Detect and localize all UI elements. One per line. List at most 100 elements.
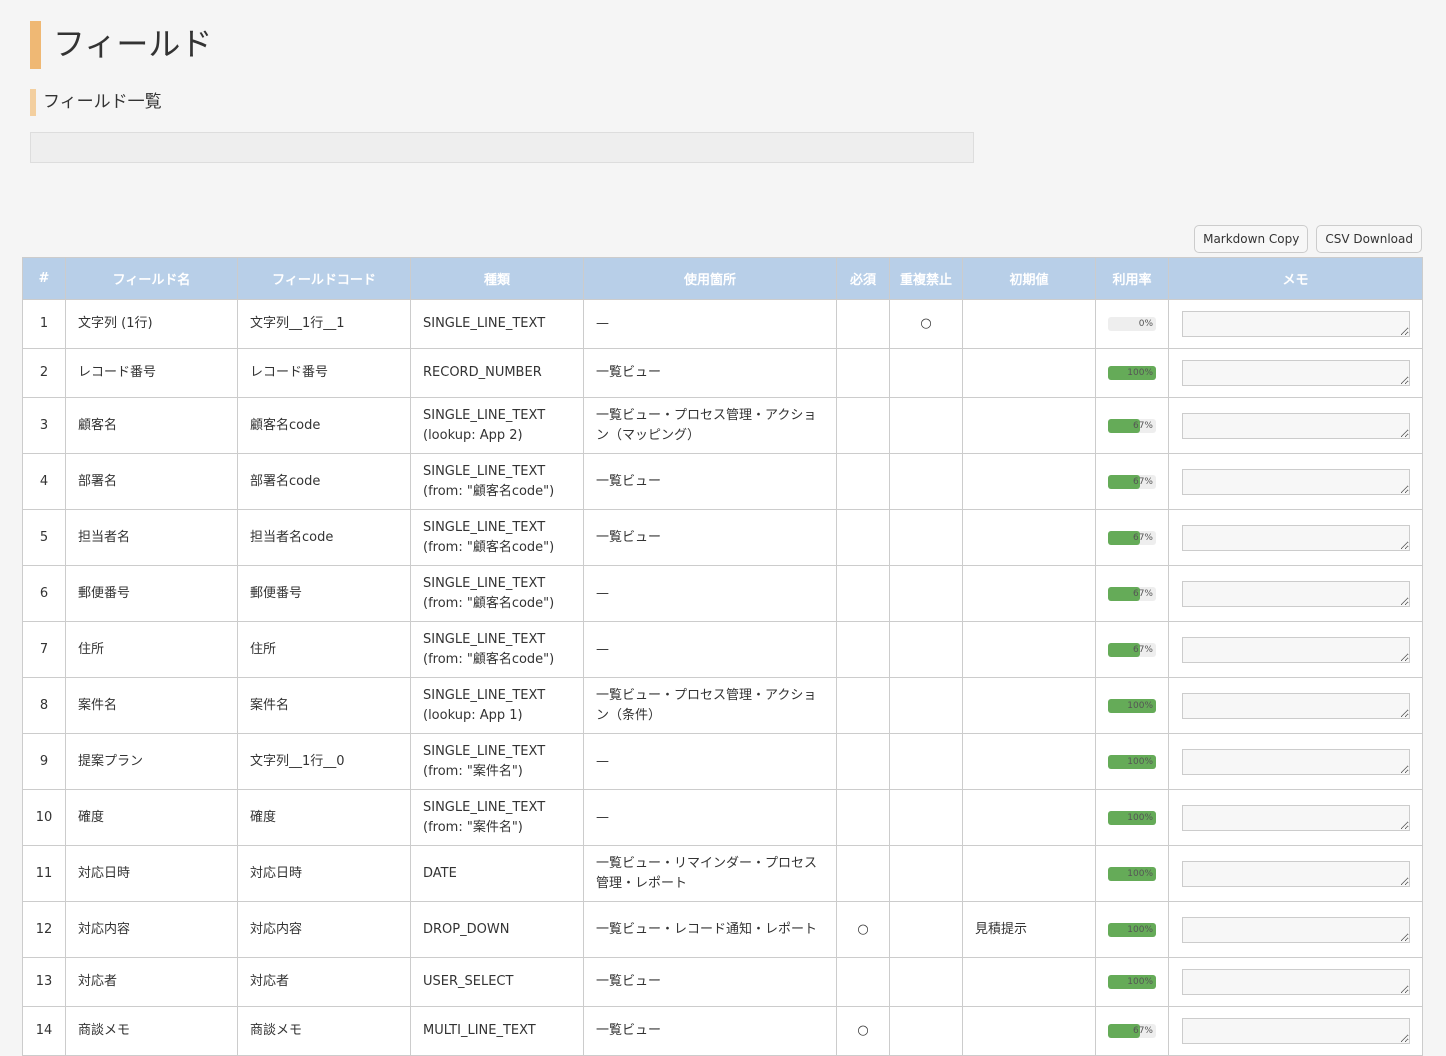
row-number: 1 bbox=[22, 299, 66, 349]
csv-download-button[interactable]: CSV Download bbox=[1316, 225, 1422, 253]
usage: — bbox=[583, 565, 837, 622]
field-type: SINGLE_LINE_TEXT (from: "案件名") bbox=[410, 733, 584, 790]
usage-rate: 100% bbox=[1095, 733, 1169, 790]
field-code-text: 文字列__1行__1 bbox=[250, 316, 345, 331]
memo-input[interactable] bbox=[1181, 524, 1410, 551]
usage: 一覧ビュー・リマインダー・プロセス管理・レポート bbox=[583, 845, 837, 902]
field-code-text: 商談メモ bbox=[250, 1023, 303, 1038]
memo-cell bbox=[1168, 299, 1423, 349]
memo-input[interactable] bbox=[1181, 636, 1410, 663]
unique-mark: ○ bbox=[889, 299, 963, 349]
memo-cell bbox=[1168, 1006, 1423, 1056]
required-mark bbox=[836, 453, 890, 510]
required-mark bbox=[836, 957, 890, 1007]
field-name-text: 顧客名 bbox=[78, 417, 118, 433]
field-name: 住所 bbox=[65, 621, 238, 678]
required-mark-text: ○ bbox=[857, 1023, 869, 1038]
field-name: 郵便番号 bbox=[65, 565, 238, 622]
usage: — bbox=[583, 299, 837, 349]
row-number: 12 bbox=[22, 901, 66, 958]
memo-input[interactable] bbox=[1181, 468, 1410, 495]
field-type: SINGLE_LINE_TEXT (lookup: App 1) bbox=[410, 677, 584, 734]
field-type: DROP_DOWN bbox=[410, 901, 584, 958]
default-value bbox=[962, 957, 1096, 1007]
field-code: 住所 bbox=[237, 621, 411, 678]
field-name-text: 対応者 bbox=[78, 974, 118, 989]
field-name: 確度 bbox=[65, 789, 238, 846]
default-value bbox=[962, 845, 1096, 902]
column-header: フィールド名 bbox=[65, 257, 238, 300]
table-row: 2 レコード番号 レコード番号 RECORD_NUMBER 一覧ビュー 100% bbox=[22, 348, 1423, 398]
usage-rate: 100% bbox=[1095, 957, 1169, 1007]
field-type: SINGLE_LINE_TEXT (from: "顧客名code") bbox=[410, 565, 584, 622]
field-name: 案件名 bbox=[65, 677, 238, 734]
usage-text: 一覧ビュー・レコード通知・レポート bbox=[596, 921, 818, 937]
usage-rate-bar: 100% bbox=[1108, 922, 1156, 937]
memo-cell bbox=[1168, 957, 1423, 1007]
memo-input[interactable] bbox=[1181, 311, 1410, 337]
required-mark bbox=[836, 733, 890, 790]
field-code: 文字列__1行__0 bbox=[237, 733, 411, 790]
row-number-text: 5 bbox=[39, 529, 49, 545]
usage-rate-bar: 0% bbox=[1108, 317, 1156, 331]
field-code: 部署名code bbox=[237, 453, 411, 510]
memo-input[interactable] bbox=[1181, 412, 1410, 439]
unique-mark bbox=[889, 789, 963, 846]
default-value bbox=[962, 677, 1096, 734]
memo-input[interactable] bbox=[1181, 580, 1410, 607]
usage-rate: 100% bbox=[1095, 677, 1169, 734]
type-detail: (from: "案件名") bbox=[423, 763, 523, 779]
field-code: 顧客名code bbox=[237, 397, 411, 454]
memo-input[interactable] bbox=[1181, 1018, 1410, 1044]
table-row: 9 提案プラン 文字列__1行__0 SINGLE_LINE_TEXT (from: "… bbox=[22, 733, 1423, 790]
row-number: 13 bbox=[22, 957, 66, 1007]
default-value bbox=[962, 1006, 1096, 1056]
usage: 一覧ビュー・プロセス管理・アクション（マッピング） bbox=[583, 397, 837, 454]
type-text: SINGLE_LINE_TEXT bbox=[423, 575, 546, 591]
required-mark bbox=[836, 348, 890, 398]
row-number-text: 6 bbox=[39, 585, 49, 601]
usage-text: — bbox=[596, 641, 609, 657]
memo-input[interactable] bbox=[1181, 860, 1410, 887]
memo-input[interactable] bbox=[1181, 692, 1410, 719]
field-name-text: レコード番号 bbox=[78, 365, 157, 380]
usage-text: — bbox=[596, 585, 609, 601]
memo-input[interactable] bbox=[1181, 969, 1410, 995]
row-number-text: 7 bbox=[39, 641, 49, 657]
column-header: フィールドコード bbox=[237, 257, 411, 300]
memo-input[interactable] bbox=[1181, 360, 1410, 386]
table-row: 13 対応者 対応者 USER_SELECT 一覧ビュー 100% bbox=[22, 957, 1423, 1007]
field-type: SINGLE_LINE_TEXT (lookup: App 2) bbox=[410, 397, 584, 454]
field-type: DATE bbox=[410, 845, 584, 902]
unique-mark bbox=[889, 677, 963, 734]
row-number: 4 bbox=[22, 453, 66, 510]
row-number-text: 13 bbox=[35, 974, 53, 989]
memo-input[interactable] bbox=[1181, 916, 1410, 943]
field-name: 文字列 (1行) bbox=[65, 299, 238, 349]
memo-input[interactable] bbox=[1181, 804, 1410, 831]
unique-mark bbox=[889, 509, 963, 566]
default-value bbox=[962, 789, 1096, 846]
markdown-copy-button[interactable]: Markdown Copy bbox=[1194, 225, 1309, 253]
usage-rate-bar: 100% bbox=[1108, 366, 1156, 380]
field-name: レコード番号 bbox=[65, 348, 238, 398]
row-number: 6 bbox=[22, 565, 66, 622]
row-number-text: 3 bbox=[39, 417, 49, 433]
default-value bbox=[962, 348, 1096, 398]
default-value bbox=[962, 299, 1096, 349]
memo-input[interactable] bbox=[1181, 748, 1410, 775]
default-value bbox=[962, 733, 1096, 790]
field-code-text: 対応内容 bbox=[250, 921, 303, 937]
field-name: 対応者 bbox=[65, 957, 238, 1007]
table-row: 3 顧客名 顧客名code SINGLE_LINE_TEXT (lookup: App … bbox=[22, 397, 1423, 454]
table-row: 8 案件名 案件名 SINGLE_LINE_TEXT (lookup: App 1) 一覧… bbox=[22, 677, 1423, 734]
usage: 一覧ビュー・レコード通知・レポート bbox=[583, 901, 837, 958]
usage-rate-bar: 100% bbox=[1108, 866, 1156, 881]
usage-text: 一覧ビュー・リマインダー・プロセス管理・レポート bbox=[596, 855, 818, 891]
row-number-text: 4 bbox=[39, 473, 49, 489]
field-type: SINGLE_LINE_TEXT (from: "顧客名code") bbox=[410, 453, 584, 510]
usage-rate-bar: 67% bbox=[1108, 586, 1156, 601]
field-type: RECORD_NUMBER bbox=[410, 348, 584, 398]
row-number-text: 11 bbox=[35, 865, 53, 881]
usage-rate-bar: 67% bbox=[1108, 1024, 1156, 1038]
